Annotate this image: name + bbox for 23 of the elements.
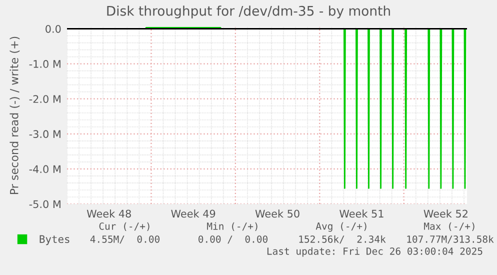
y-tick-label: -5.0 M bbox=[29, 200, 60, 208]
x-tick-label: Week 48 bbox=[86, 210, 131, 218]
y-tick-label: -3.0 M bbox=[29, 130, 60, 138]
text: Min (-/+) bbox=[207, 222, 258, 231]
chart-title: Disk throughput for /dev/dm-35 - by month bbox=[107, 6, 390, 18]
y-tick-label: -2.0 M bbox=[29, 95, 60, 103]
y-tick-label: 0.0 bbox=[46, 24, 61, 33]
x-tick-label: Week 52 bbox=[424, 210, 468, 218]
text: Last update: Fri Dec 26 03:00:04 2025 bbox=[267, 247, 482, 257]
text: Cur (-/+) bbox=[99, 222, 150, 231]
y-tick-label: -1.0 M bbox=[29, 60, 60, 68]
text: 107.77M/313.58k bbox=[407, 235, 494, 244]
legend-label: Bytes bbox=[40, 235, 70, 246]
x-tick-label: Week 51 bbox=[340, 210, 384, 218]
y-tick-label: -4.0 M bbox=[29, 165, 60, 174]
text: 152.56k/ 2.34k bbox=[299, 235, 386, 244]
text: Avg (-/+) bbox=[316, 222, 366, 232]
text: 4.55M/ 0.00 bbox=[90, 235, 160, 244]
text: Max (-/+) bbox=[424, 222, 474, 231]
text: 0.00 / 0.00 bbox=[198, 235, 268, 244]
x-tick-label: Week 49 bbox=[171, 210, 216, 218]
y-axis-title: Pr second read (-) / write (+) bbox=[10, 36, 20, 194]
x-tick-label: Week 50 bbox=[255, 210, 300, 218]
